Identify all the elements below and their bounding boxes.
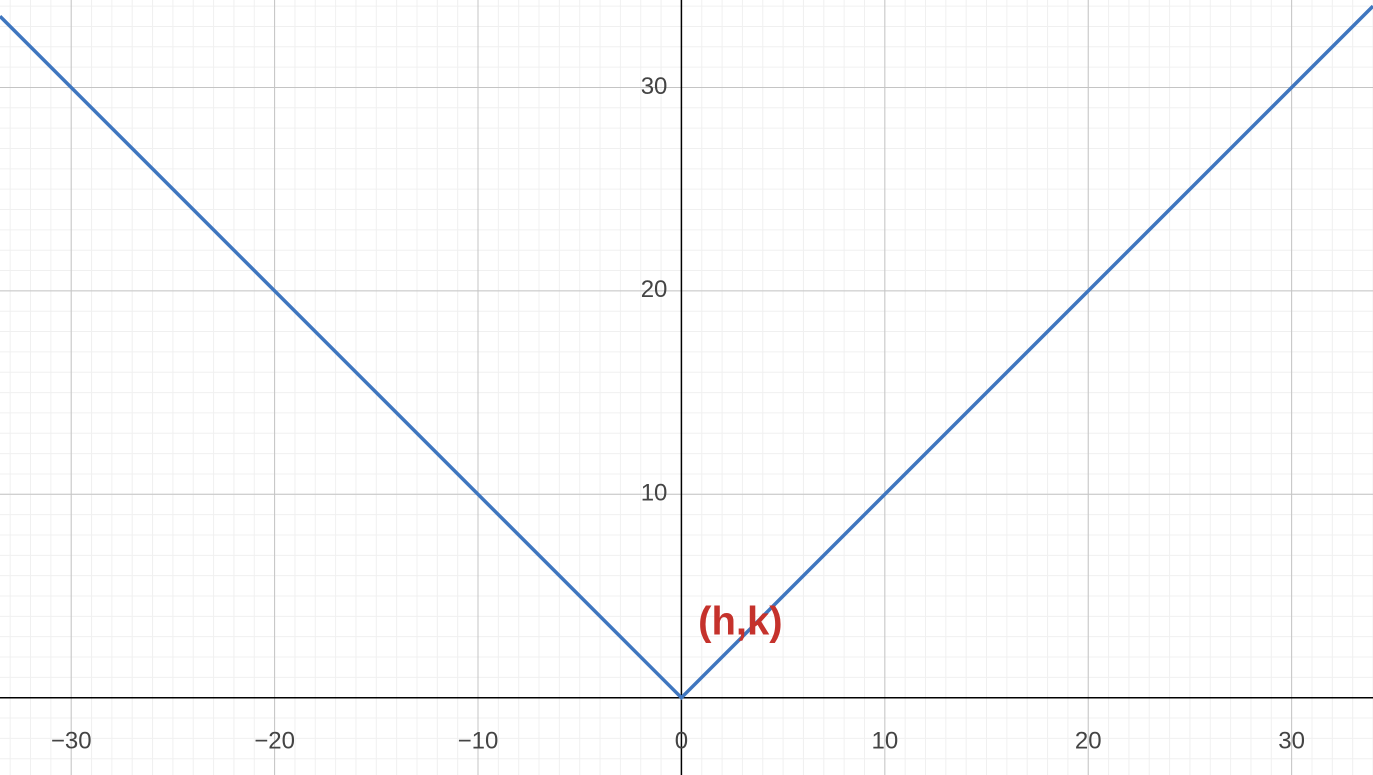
x-tick-label: −20 [254, 728, 295, 755]
graph-viewport[interactable]: −30−20−100102030102030 (h,k) [0, 0, 1373, 775]
x-tick-label: −10 [458, 728, 499, 755]
x-tick-label: 0 [675, 728, 688, 755]
chart-svg: −30 −20 −10 0 10 20 30 10 20 30 [0, 0, 1373, 775]
y-tick-label: 20 [641, 276, 668, 303]
x-tick-label: −30 [51, 728, 92, 755]
x-tick-label: 10 [871, 728, 898, 755]
x-tick-label: 20 [1075, 728, 1102, 755]
y-tick-label: 30 [641, 73, 668, 100]
x-tick-label: 30 [1278, 728, 1305, 755]
chart-background [0, 0, 1373, 775]
y-tick-label: 10 [641, 480, 668, 507]
